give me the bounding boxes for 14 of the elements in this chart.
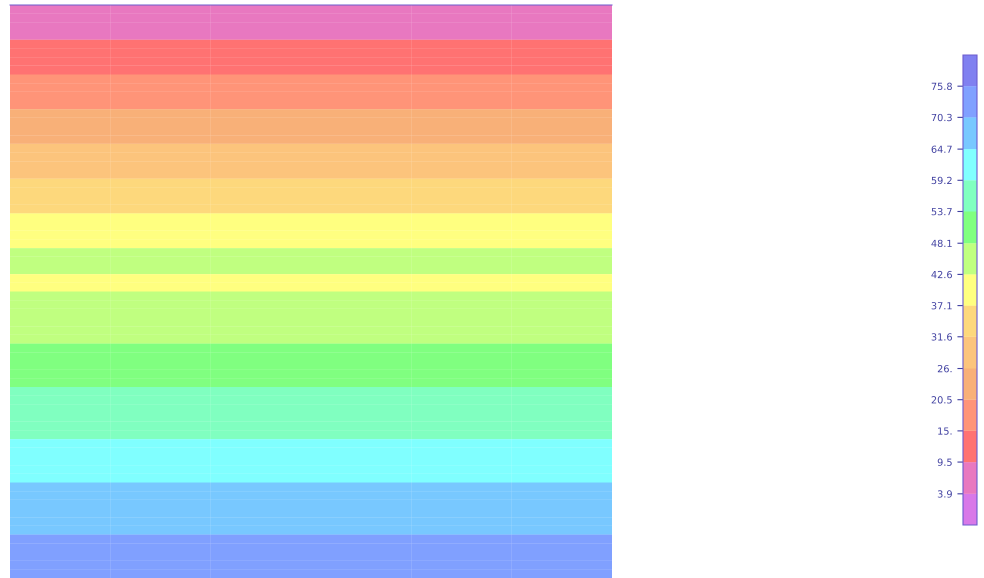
color-bar-label: 20.5: [932, 396, 952, 404]
color-bar-label: 3.9: [938, 490, 952, 498]
color-bar-label: 53.7: [932, 208, 952, 216]
color-bar-label: 15.: [938, 427, 952, 435]
color-bar-label: 48.1: [931, 240, 952, 248]
color-bar-label: 70.3: [932, 114, 952, 122]
color-bar-label: 31.6: [932, 333, 952, 341]
color-bar-label: 26.: [938, 365, 952, 372]
color-bar-label: 9.5: [938, 458, 952, 466]
color-bar-label: 64.7: [932, 146, 952, 153]
color-bar-label: 42.6: [931, 270, 952, 278]
color-bar-label: 75.8: [932, 82, 952, 90]
color-bar-label: 37.1: [932, 302, 952, 310]
color-bar-label: 59.2: [932, 176, 952, 184]
